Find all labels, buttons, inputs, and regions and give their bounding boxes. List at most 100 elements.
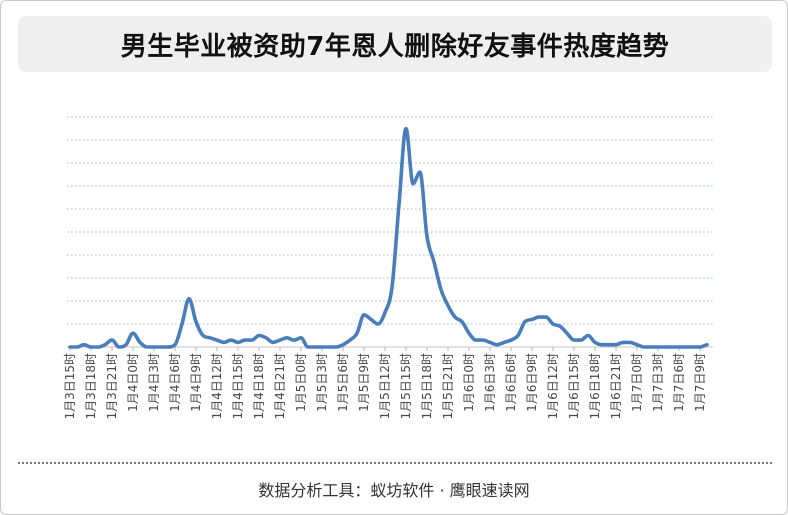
data-point bbox=[599, 342, 605, 348]
data-point bbox=[536, 314, 542, 320]
data-point bbox=[683, 344, 689, 350]
data-point bbox=[333, 344, 339, 350]
x-tick-label: 1月6日21时 bbox=[609, 353, 623, 420]
data-point bbox=[74, 344, 80, 350]
data-point bbox=[543, 314, 549, 320]
data-point bbox=[697, 344, 703, 350]
data-point bbox=[529, 316, 535, 322]
data-point bbox=[256, 333, 262, 339]
data-point bbox=[438, 287, 444, 293]
x-tick-label: 1月6日3时 bbox=[483, 353, 497, 412]
heat-series bbox=[67, 126, 709, 350]
x-tick-label: 1月4日21时 bbox=[273, 353, 287, 420]
data-point bbox=[585, 333, 591, 339]
data-point bbox=[641, 344, 647, 350]
x-tick-label: 1月6日18时 bbox=[588, 353, 602, 420]
data-point bbox=[648, 344, 654, 350]
data-point bbox=[221, 339, 227, 345]
data-point bbox=[81, 342, 87, 348]
data-point bbox=[235, 339, 241, 345]
x-tick-label: 1月6日9时 bbox=[525, 353, 539, 412]
data-point bbox=[88, 344, 94, 350]
data-point bbox=[466, 330, 472, 336]
data-point bbox=[522, 319, 528, 325]
data-point bbox=[242, 337, 248, 343]
data-point bbox=[396, 201, 402, 207]
x-tick-label: 1月4日15时 bbox=[231, 353, 245, 420]
data-point bbox=[67, 344, 73, 350]
data-point bbox=[319, 344, 325, 350]
data-point bbox=[620, 339, 626, 345]
data-point bbox=[326, 344, 332, 350]
data-point bbox=[375, 321, 381, 327]
data-point bbox=[431, 259, 437, 265]
data-point bbox=[389, 284, 395, 290]
data-point bbox=[312, 344, 318, 350]
x-tick-label: 1月7日0时 bbox=[630, 353, 644, 412]
x-tick-label: 1月4日6时 bbox=[168, 353, 182, 412]
x-tick-label: 1月3日15时 bbox=[63, 353, 77, 420]
x-tick-label: 1月6日0时 bbox=[462, 353, 476, 412]
data-point bbox=[116, 344, 122, 350]
data-point bbox=[249, 337, 255, 343]
data-point bbox=[172, 342, 178, 348]
data-point bbox=[494, 342, 500, 348]
data-point bbox=[669, 344, 675, 350]
data-point bbox=[634, 342, 640, 348]
data-point bbox=[186, 296, 192, 302]
x-tick-label: 1月7日6时 bbox=[672, 353, 686, 412]
data-point bbox=[137, 339, 143, 345]
data-point bbox=[158, 344, 164, 350]
x-tick-label: 1月5日0时 bbox=[294, 353, 308, 412]
data-point bbox=[354, 330, 360, 336]
data-point bbox=[627, 339, 633, 345]
data-point bbox=[228, 337, 234, 343]
data-point bbox=[361, 312, 367, 318]
data-point bbox=[452, 314, 458, 320]
data-point bbox=[102, 342, 108, 348]
data-point bbox=[130, 330, 136, 336]
data-point bbox=[263, 335, 269, 341]
data-point bbox=[165, 344, 171, 350]
x-tick-label: 1月7日9时 bbox=[693, 353, 707, 412]
data-point bbox=[340, 342, 346, 348]
data-point bbox=[515, 333, 521, 339]
x-tick-label: 1月5日6时 bbox=[336, 353, 350, 412]
data-point bbox=[193, 319, 199, 325]
data-point bbox=[123, 342, 129, 348]
data-point bbox=[417, 169, 423, 175]
data-point bbox=[592, 339, 598, 345]
chart-title: 男生毕业被资助7年恩人删除好友事件热度趋势 bbox=[120, 31, 670, 62]
x-tick-label: 1月5日12时 bbox=[378, 353, 392, 420]
data-point bbox=[179, 321, 185, 327]
x-tick-label: 1月4日12时 bbox=[210, 353, 224, 420]
data-point bbox=[382, 310, 388, 316]
data-point bbox=[305, 344, 311, 350]
data-point bbox=[207, 335, 213, 341]
data-point bbox=[613, 342, 619, 348]
x-tick-label: 1月4日9时 bbox=[189, 353, 203, 412]
data-point bbox=[487, 339, 493, 345]
x-tick-label: 1月5日3时 bbox=[315, 353, 329, 412]
x-axis: 1月3日15时 1月3日18时 1月3日21时 1月4日0时 1月4日3时 1月4日6时 1… bbox=[63, 346, 713, 420]
x-tick-label: 1月3日18时 bbox=[84, 353, 98, 420]
data-point bbox=[557, 323, 563, 329]
data-point bbox=[291, 337, 297, 343]
source-credit: 数据分析工具：蚁坊软件 · 鹰眼速读网 bbox=[258, 481, 530, 500]
series-line bbox=[68, 126, 709, 349]
data-point bbox=[214, 337, 220, 343]
data-point bbox=[109, 337, 115, 343]
data-point bbox=[298, 335, 304, 341]
x-tick-label: 1月5日9时 bbox=[357, 353, 371, 412]
x-tick-label: 1月5日18时 bbox=[420, 353, 434, 420]
title-banner: 男生毕业被资助7年恩人删除好友事件热度趋势 bbox=[18, 16, 772, 72]
data-point bbox=[606, 342, 612, 348]
data-point bbox=[690, 344, 696, 350]
data-point bbox=[151, 344, 157, 350]
data-point bbox=[270, 339, 276, 345]
x-tick-label: 1月6日12时 bbox=[546, 353, 560, 420]
x-tick-label: 1月4日18时 bbox=[252, 353, 266, 420]
trend-chart: 1月3日15时 1月3日18时 1月3日21时 1月4日0时 1月4日3时 1月4日6时 1… bbox=[63, 116, 713, 420]
data-point bbox=[550, 321, 556, 327]
